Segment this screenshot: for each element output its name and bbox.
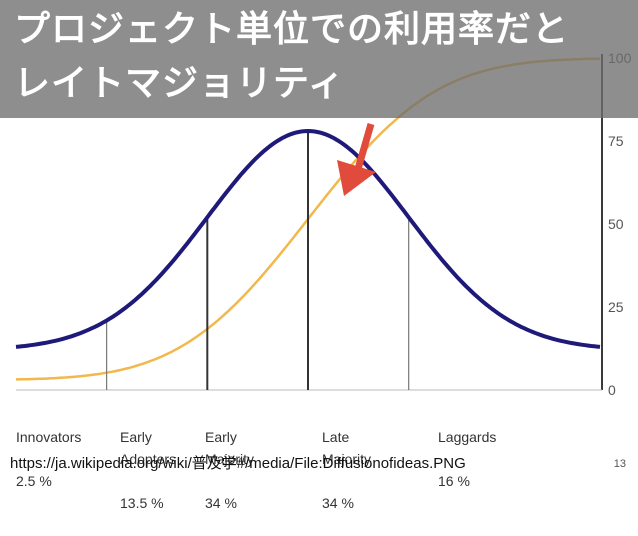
bell-curve-line [15,128,601,349]
category-share: 2.5 % [16,473,52,489]
category-name: Early Adopters [120,429,177,467]
arrow-head [337,160,376,196]
y-tick-label: 0 [608,382,616,398]
category-name: Innovators [16,429,82,445]
slide-title-line-1: プロジェクト単位での利用率だと [14,9,570,50]
y-tick-label: 25 [608,299,624,315]
category-share: 13.5 % [120,495,164,511]
slide-title-line-2: レイトマジョリティ [14,63,345,104]
source-url: https://ja.wikipedia.org/wiki/普及学#/media… [10,455,466,472]
category-share: 16 % [438,473,470,489]
category-share: 34 % [205,495,237,511]
category-name: Laggards [438,429,497,445]
page-number: 13 [613,458,626,470]
y-tick-label: 75 [608,133,624,149]
category-name: Early Majority [205,429,255,467]
category-share: 34 % [322,495,354,511]
category-name: Late Majority [322,429,372,467]
y-tick-label: 50 [608,216,624,232]
title-banner: プロジェクト単位での利用率だと レイトマジョリティ [0,0,638,118]
